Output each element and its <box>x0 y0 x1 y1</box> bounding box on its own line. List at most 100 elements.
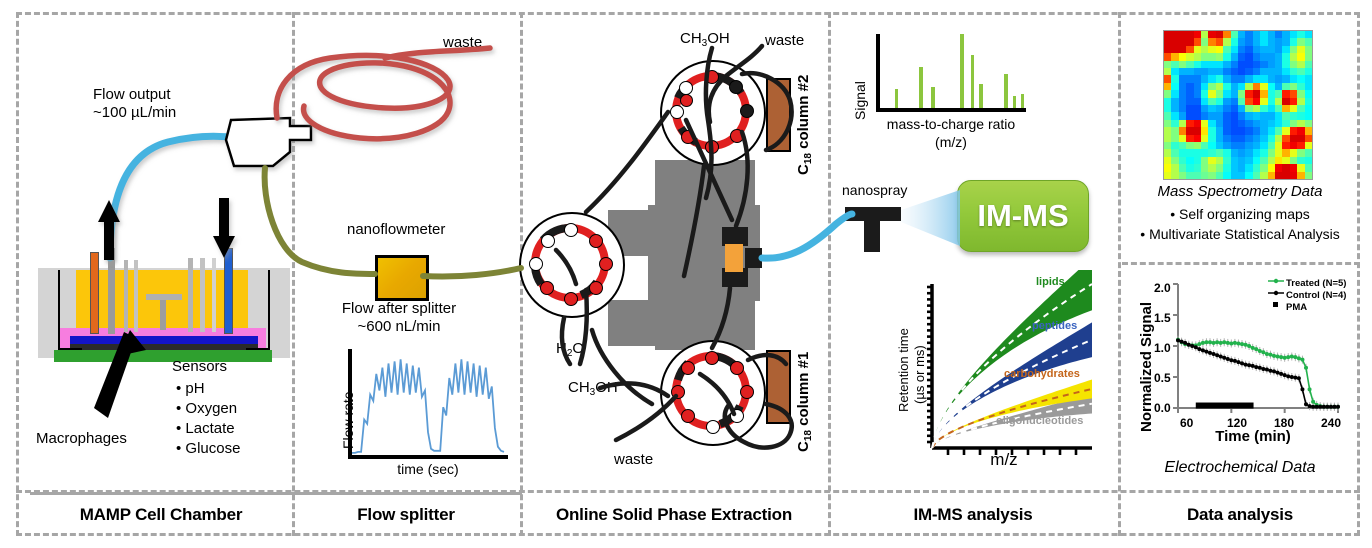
electrode-grey-1 <box>108 248 115 334</box>
flow-output-label-line1: Flow output <box>93 86 171 103</box>
heatmap-cell <box>1304 31 1312 39</box>
heatmap-cell <box>1267 142 1275 150</box>
heatmap-cell <box>1282 105 1290 113</box>
flow-chart-x-label: time (sec) <box>397 461 459 477</box>
heatmap-cell <box>1178 60 1187 68</box>
heatmap-cell <box>1193 82 1201 91</box>
ec-marker <box>1225 357 1230 362</box>
heatmap-cell <box>1282 97 1290 105</box>
valve-1-port-5-blocked <box>706 420 720 434</box>
heatmap-cell <box>1208 127 1216 135</box>
heatmap-cell <box>1164 142 1172 150</box>
heatmap-cell <box>1223 119 1231 128</box>
heatmap-cell <box>1164 45 1172 54</box>
interface-block-lower <box>722 268 748 287</box>
heatmap-cell <box>1215 149 1224 157</box>
rotary-valve-2 <box>660 60 766 166</box>
valve-1-port-1 <box>705 351 719 365</box>
heatmap-cell <box>1238 82 1246 91</box>
heatmap-cell <box>1201 60 1209 68</box>
heatmap-cell <box>1267 82 1275 91</box>
ec-marker <box>1321 404 1326 409</box>
heatmap-cell <box>1275 112 1283 120</box>
heatmap-cell <box>1171 149 1179 157</box>
heatmap-cell <box>1208 119 1216 128</box>
heatmap-cell <box>1193 53 1201 61</box>
heatmap-cell <box>1252 164 1261 172</box>
mass-spectrum-y-axis <box>876 34 880 110</box>
stirrer-disc <box>146 294 182 300</box>
heatmap-cell <box>1208 82 1216 91</box>
heatmap-cell <box>1245 68 1253 76</box>
heatmap-cell <box>1238 156 1246 165</box>
ec-marker <box>1296 376 1301 381</box>
nanospray-label: nanospray <box>842 182 908 198</box>
heatmap-cell <box>1208 164 1216 172</box>
heatmap-cell <box>1201 164 1209 172</box>
heatmap-cell <box>1304 45 1312 54</box>
footer-label-spe: Online Solid Phase Extraction <box>555 505 793 524</box>
heatmap-cell <box>1267 119 1275 128</box>
heatmap-cell <box>1223 68 1231 76</box>
heatmap-cell <box>1297 97 1305 105</box>
heatmap-cell <box>1193 127 1201 135</box>
ec-marker <box>1289 354 1294 359</box>
heatmap-cell <box>1223 105 1231 113</box>
ec-marker <box>1250 363 1255 368</box>
heatmap-cell <box>1245 119 1253 128</box>
heatmap-cell <box>1252 149 1261 157</box>
heatmap-cell <box>1171 164 1179 172</box>
heatmap-cell <box>1164 119 1172 128</box>
heatmap-cell <box>1171 156 1179 165</box>
ec-marker <box>1218 354 1223 359</box>
heatmap-cell <box>1208 38 1216 46</box>
heatmap-cell <box>1289 60 1298 68</box>
heatmap-cell <box>1201 156 1209 165</box>
footer-divider <box>16 490 1360 493</box>
heatmap-cell <box>1282 156 1290 165</box>
valve-mid-port-5 <box>589 281 603 295</box>
ec-marker <box>1204 349 1209 354</box>
heatmap-cell <box>1215 127 1224 135</box>
c18-column-1-label: C18 column #1 <box>795 351 814 452</box>
heatmap-cell <box>1282 90 1290 98</box>
heatmap-cell <box>1252 97 1261 105</box>
heatmap-cell <box>1164 38 1172 46</box>
heatmap-cell <box>1164 90 1172 98</box>
stirrer-stem <box>160 298 166 330</box>
interface-orange-connector <box>725 244 743 272</box>
heatmap-cell <box>1297 171 1305 179</box>
valve-2-port-8-blocked <box>679 81 693 95</box>
ec-marker <box>1296 356 1301 361</box>
ec-ytick-1.5: 1.5 <box>1154 311 1171 325</box>
heatmap-cell <box>1238 112 1246 120</box>
heatmap-cell <box>1275 31 1283 39</box>
ec-marker <box>1293 375 1298 380</box>
heatmap-cell <box>1178 149 1187 157</box>
heatmap-cell <box>1238 142 1246 150</box>
heatmap-cell <box>1215 31 1224 39</box>
heatmap-cell <box>1245 53 1253 61</box>
heatmap-cell <box>1297 38 1305 46</box>
ec-marker <box>1336 404 1340 409</box>
heatmap-cell <box>1230 119 1238 128</box>
heatmap-cell <box>1245 90 1253 98</box>
c18-column-1 <box>766 350 791 424</box>
chamber-substrate <box>54 350 272 362</box>
heatmap-cell <box>1289 97 1298 105</box>
heatmap-cell <box>1238 97 1246 105</box>
heatmap-cell <box>1223 149 1231 157</box>
chamber-wall-left <box>58 270 82 350</box>
heatmap-cell <box>1164 97 1172 105</box>
heatmap-cell <box>1208 68 1216 76</box>
imms-instrument-box[interactable]: IM-MS <box>957 180 1089 252</box>
heatmap-cell <box>1289 142 1298 150</box>
interface-outlet <box>745 248 762 268</box>
self-organizing-map-heatmap <box>1163 30 1313 180</box>
heatmap-cell <box>1238 38 1246 46</box>
sensors-title: Sensors <box>172 358 228 375</box>
ec-legend-marker-pma <box>1273 302 1278 307</box>
heatmap-cell <box>1297 75 1305 83</box>
ec-marker <box>1264 352 1269 357</box>
heatmap-cell <box>1230 68 1238 76</box>
